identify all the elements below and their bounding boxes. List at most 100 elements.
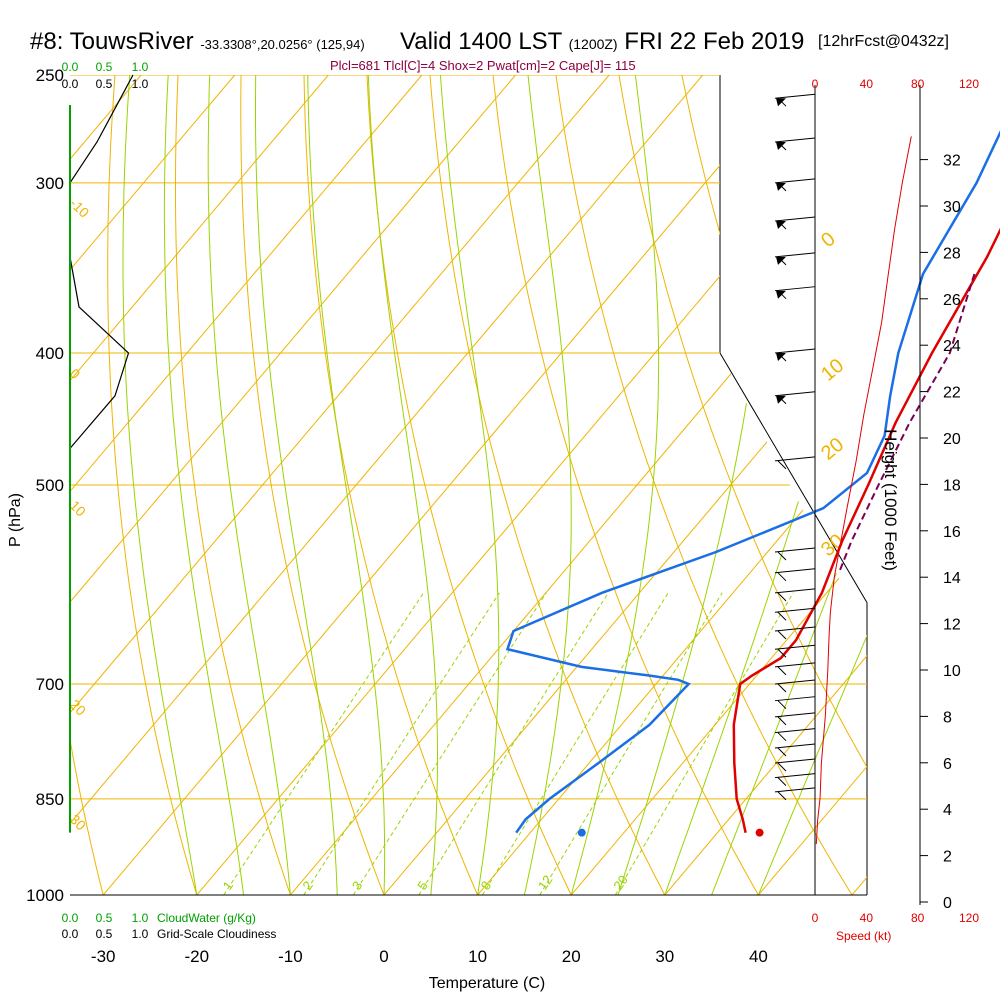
wind-speed-tick-top: 120 (959, 77, 979, 91)
cloudiness-tick-bottom: 1.0 (132, 927, 149, 941)
moist-adiabat-line (757, 75, 867, 895)
wind-barb-staff (774, 758, 816, 764)
wind-barb-feather (777, 747, 787, 757)
wind-barb-staff (774, 662, 816, 668)
parcel-line (837, 273, 976, 574)
wind-barb (774, 787, 816, 801)
cloudiness-tick-bottom: 0.0 (62, 927, 79, 941)
wind-barb (774, 252, 816, 266)
pressure-tick-label: 1000 (26, 886, 64, 905)
wind-barb-feather (777, 791, 787, 801)
wind-barb (774, 286, 816, 300)
mixing-ratio-line (481, 592, 669, 895)
height-tick-label: 8 (943, 709, 952, 726)
pressure-tick-label: 300 (36, 174, 64, 193)
pressure-tick-label: 850 (36, 790, 64, 809)
plot-boundary-line (719, 75, 868, 603)
height-tick-label: 32 (943, 153, 961, 170)
height-tick-label: 4 (943, 802, 952, 819)
wind-barb (774, 662, 816, 676)
station-title: #8: TouwsRiver -33.3308°,20.0256° (125,9… (30, 28, 365, 56)
moist-adiabat-line (307, 75, 386, 895)
moist-adiabat-line (255, 75, 338, 895)
height-tick-label: 20 (943, 431, 961, 448)
height-tick-label: 12 (943, 617, 961, 634)
wind-barb (774, 547, 816, 561)
wind-barb (774, 391, 816, 405)
wind-speed-tick-bottom: 80 (911, 911, 925, 925)
temperature-tick-label: 30 (655, 947, 674, 966)
station-coords: -33.3308°,20.0256° (125,94) (200, 37, 365, 52)
zulu-time: (1200Z) (568, 36, 618, 52)
isotherm-line (70, 75, 704, 895)
moist-adiabat-line (207, 75, 291, 895)
isotherm-line (664, 75, 867, 895)
wind-speed-tick-bottom: 40 (860, 911, 874, 925)
wind-barb-flag (776, 395, 786, 404)
wind-barb-feather (777, 572, 787, 582)
cloudwater-tick-bottom: 1.0 (132, 911, 149, 925)
moist-adiabat-line (163, 75, 245, 895)
dry-adiabat-line (303, 75, 479, 895)
wind-barb-staff (774, 391, 816, 397)
isotherm-line (70, 75, 329, 895)
wind-barb-staff (774, 696, 816, 702)
wind-speed-tick-bottom: 0 (812, 911, 819, 925)
wind-speed-tick-bottom: 120 (959, 911, 979, 925)
cloudwater-label: CloudWater (g/Kg) (157, 911, 256, 925)
height-tick-label: 14 (943, 570, 961, 587)
temperature-line (732, 227, 1000, 833)
cloudiness-tick-top: 0.5 (96, 77, 113, 91)
wind-barb-staff (774, 743, 816, 749)
height-tick-label: 18 (943, 477, 961, 494)
wind-barb-feather (777, 460, 787, 470)
wind-speed-axis-label: Speed (kt) (836, 929, 891, 943)
wind-barb (774, 216, 816, 230)
dry-adiabat-line (0, 75, 10, 895)
mixing-ratio-line (418, 592, 609, 895)
wind-barb-flag (776, 256, 786, 265)
cloudwater-tick-top: 0.5 (96, 60, 113, 74)
wind-barb-feather (777, 592, 787, 602)
valid-time: Valid 1400 LST (1200Z) FRI 22 Feb 2019 (400, 28, 804, 56)
mixing-ratio-line (303, 592, 500, 895)
temperature-tick-label: 20 (562, 947, 581, 966)
cloudiness-tick-bottom: 0.5 (96, 927, 113, 941)
temperature-tick-label: 40 (749, 947, 768, 966)
wind-barb (774, 758, 816, 772)
isotherm-line (70, 75, 610, 895)
moist-adiabat-line (570, 75, 660, 895)
wind-barb (774, 773, 816, 786)
wind-barb (774, 568, 816, 582)
isotherm-line (70, 75, 236, 895)
isotherm-line (102, 75, 797, 895)
wind-barb-feather (777, 666, 787, 676)
wind-speed-tick-top: 40 (860, 77, 874, 91)
wind-barb-flag (776, 353, 786, 362)
cloudwater-tick-bottom: 0.5 (96, 911, 113, 925)
surface-dewpoint-point (577, 828, 586, 837)
wind-barb-staff (774, 728, 816, 734)
temperature-tick-label: 10 (468, 947, 487, 966)
wind-speed-tick-top: 0 (812, 77, 819, 91)
cloudwater-tick-top: 0.0 (62, 60, 79, 74)
mixing-ratio-label: 12 (535, 872, 556, 892)
wind-barb-flag (776, 98, 786, 107)
wind-speed-line (815, 136, 912, 845)
wind-barb (774, 607, 816, 621)
wind-barb (774, 588, 816, 602)
wind-barb (774, 626, 816, 640)
height-tick-label: 0 (943, 895, 952, 912)
wind-barb-feather (777, 777, 787, 786)
dry-adiabat-line (175, 75, 291, 895)
x-axis-title: Temperature (C) (429, 975, 545, 992)
moist-adiabat-line (439, 75, 500, 895)
wind-barb (774, 679, 816, 693)
wind-barb-feather (777, 700, 787, 710)
temperature-tick-label: 0 (379, 947, 388, 966)
cloudiness-line (69, 74, 134, 449)
forecast-date: FRI 22 Feb 2019 (624, 28, 805, 55)
dry-adiabat-line (807, 75, 867, 895)
isotherm-line (383, 75, 867, 895)
